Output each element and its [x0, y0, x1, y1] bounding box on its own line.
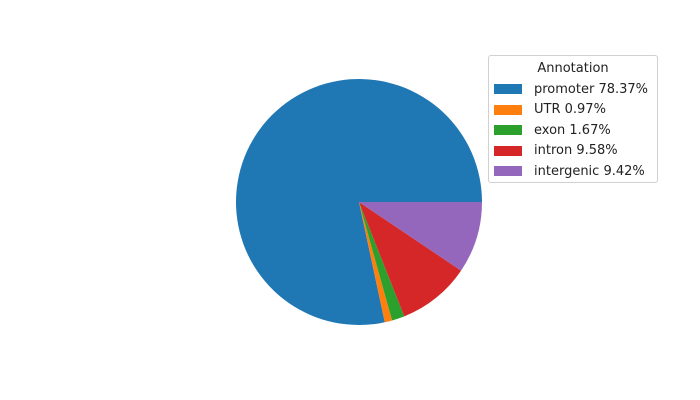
pie-slice-exon — [359, 202, 405, 321]
legend-item-intergenic: intergenic 9.42% — [489, 161, 657, 182]
legend-swatch — [494, 125, 522, 136]
legend-label: promoter 78.37% — [534, 81, 649, 97]
legend-swatch — [494, 166, 522, 177]
legend-label: exon 1.67% — [534, 122, 611, 138]
legend-item-intron: intron 9.58% — [489, 141, 657, 162]
legend-swatch — [494, 84, 522, 95]
legend-item-exon: exon 1.67% — [489, 120, 657, 141]
legend-label: UTR 0.97% — [534, 102, 606, 118]
pie-slice-promoter — [235, 78, 482, 325]
pie-slice-intergenic — [359, 202, 482, 271]
pie-slice-intron — [359, 202, 462, 317]
legend-item-utr: UTR 0.97% — [489, 100, 657, 121]
legend-item-promoter: promoter 78.37% — [489, 79, 657, 100]
legend: Annotation promoter 78.37% UTR 0.97% exon … — [488, 55, 658, 183]
legend-title: Annotation — [537, 61, 609, 76]
pie-slice-utr — [359, 202, 393, 323]
legend-label: intergenic 9.42% — [534, 163, 645, 179]
legend-swatch — [494, 104, 522, 115]
legend-swatch — [494, 145, 522, 156]
legend-label: intron 9.58% — [534, 143, 618, 159]
